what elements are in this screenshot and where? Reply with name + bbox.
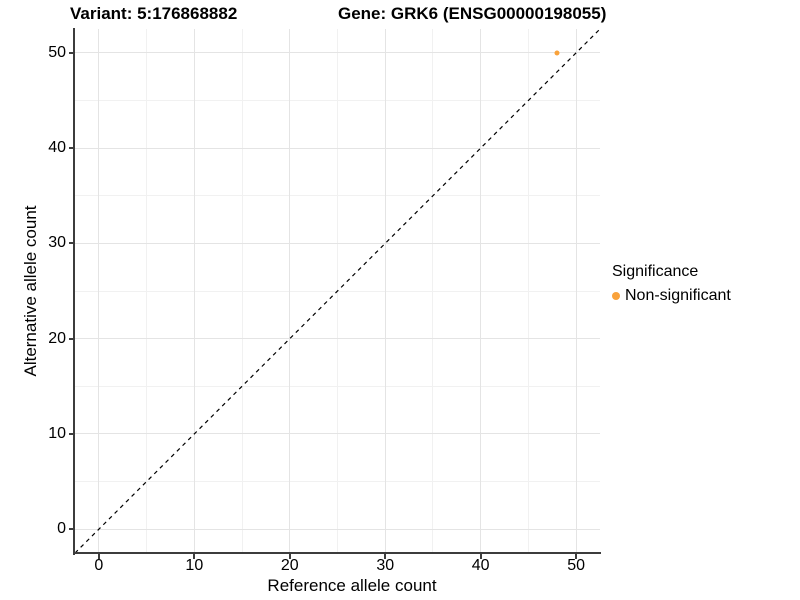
y-tick (69, 242, 74, 245)
y-tick-label: 0 (57, 520, 66, 538)
identity-line (74, 28, 601, 554)
data-point (554, 50, 560, 56)
legend-item-label: Non-significant (625, 287, 731, 304)
y-tick (69, 528, 74, 531)
x-tick-label: 30 (376, 557, 395, 574)
grid-major-y (75, 433, 600, 435)
grid-major-y (75, 338, 600, 340)
legend-item-non-significant: Non-significant (612, 287, 731, 305)
x-tick-label: 40 (471, 557, 490, 574)
grid-major-y (75, 52, 600, 54)
y-tick (69, 147, 74, 150)
y-tick-label: 50 (48, 43, 66, 61)
grid-major-x (575, 29, 577, 553)
x-tick-label: 20 (280, 557, 299, 574)
x-tick-label: 10 (185, 557, 204, 574)
x-axis-line (73, 552, 601, 554)
grid-major-x (480, 29, 482, 553)
x-tick (97, 554, 100, 559)
grid-minor-y (75, 99, 600, 101)
y-tick-label: 20 (48, 329, 66, 347)
grid-minor-y (75, 481, 600, 483)
legend-point-icon (612, 292, 620, 300)
grid-major-x (193, 29, 195, 553)
y-tick (69, 337, 74, 340)
grid-minor-y (75, 385, 600, 387)
plot-title-variant: Variant: 5:176868882 (70, 4, 238, 23)
x-tick (575, 554, 578, 559)
grid-major-y (75, 528, 600, 530)
grid-major-x (98, 29, 100, 553)
plot-panel (74, 28, 601, 554)
x-tick (193, 554, 196, 559)
y-axis-title: Alternative allele count (21, 205, 40, 377)
y-tick-label: 10 (48, 424, 66, 442)
grid-major-y (75, 147, 600, 149)
x-tick (288, 554, 291, 559)
grid-major-y (75, 242, 600, 244)
y-tick (69, 432, 74, 435)
x-tick (384, 554, 387, 559)
legend: Significance Non-significant (612, 263, 731, 305)
legend-title: Significance (612, 263, 699, 280)
x-tick-label: 0 (94, 557, 104, 574)
grid-major-x (289, 29, 291, 553)
y-tick-label: 40 (48, 139, 66, 157)
grid-major-x (384, 29, 386, 553)
y-tick (69, 51, 74, 54)
y-tick-label: 30 (48, 234, 66, 252)
grid-minor-y (75, 195, 600, 197)
x-tick-label: 50 (567, 557, 586, 574)
x-tick (479, 554, 482, 559)
plot-title-gene: Gene: GRK6 (ENSG00000198055) (338, 4, 607, 23)
x-axis-title: Reference allele count (267, 576, 437, 595)
y-axis-line (73, 28, 75, 555)
